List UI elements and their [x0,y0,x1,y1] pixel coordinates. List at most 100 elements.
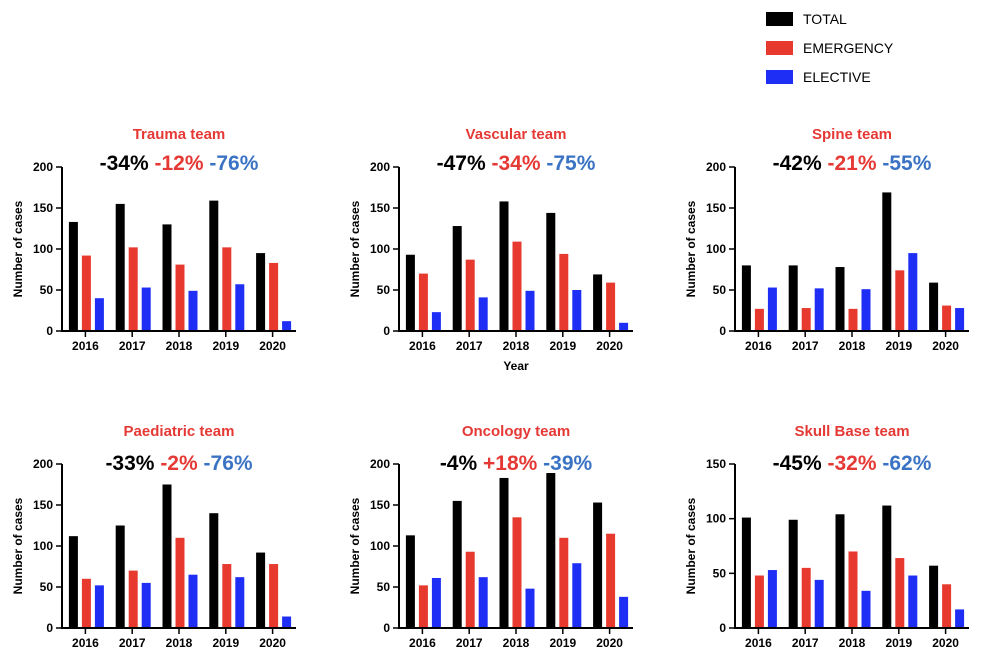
change-elective: -39% [543,452,592,475]
panel-skull-base-team: Skull Base team -45% -32% -62% 0 50 100 150 Nu… [684,423,969,650]
y-tick-label: 200 [370,457,390,471]
panel-title: Paediatric team [124,423,235,440]
panel-title: Skull Base team [794,423,909,440]
x-tick-label: 2017 [119,339,146,353]
bar-total-2016 [741,517,751,628]
bar-elective-2016 [431,577,441,628]
bar-total-2020 [593,502,603,628]
bar-elective-2018 [861,289,871,331]
panel-title: Spine team [812,126,892,143]
bar-emergency-2016 [418,273,428,331]
bar-emergency-2016 [754,308,764,331]
panel-title: Oncology team [462,423,570,440]
bar-elective-2020 [282,321,292,331]
change-total: -34% [100,152,149,175]
bar-elective-2017 [814,288,824,331]
change-summary: -33% -2% -76% [105,452,252,475]
x-tick-label: 2020 [596,339,623,353]
x-tick-label: 2016 [409,636,436,650]
bar-emergency-2018 [512,241,522,331]
change-summary: -42% -21% -55% [773,152,932,175]
y-tick-label: 150 [370,498,390,512]
bar-total-2017 [115,525,125,628]
bar-elective-2016 [431,312,441,331]
x-tick-label: 2019 [549,339,576,353]
bar-emergency-2019 [559,253,569,331]
bar-emergency-2020 [269,262,279,331]
x-tick-label: 2016 [745,339,772,353]
panel-spine-team: Spine team -42% -21% -55% 0 50 100 150 200 Numb… [684,126,969,353]
y-axis-label: Number of cases [348,497,362,594]
bar-emergency-2016 [418,585,428,628]
bar-emergency-2017 [465,551,475,628]
bar-total-2016 [68,221,78,331]
panel-title: Trauma team [133,126,226,143]
change-summary: -34% -12% -76% [100,152,259,175]
x-tick-label: 2018 [503,339,530,353]
bar-emergency-2016 [81,578,91,628]
y-tick-label: 50 [377,283,391,297]
x-tick-label: 2019 [885,339,912,353]
bar-total-2018 [499,201,509,331]
bar-total-2020 [256,253,266,331]
legend-label-emergency: EMERGENCY [803,40,894,56]
change-elective: -62% [882,452,931,475]
y-axis-label: Number of cases [684,200,698,297]
y-tick-label: 50 [713,566,727,580]
bar-elective-2016 [767,570,777,628]
bar-emergency-2018 [175,264,185,331]
bar-elective-2017 [814,579,824,628]
bar-total-2018 [162,224,172,331]
bar-emergency-2017 [465,259,475,331]
bar-total-2019 [882,192,892,331]
bar-elective-2018 [188,290,198,331]
x-tick-label: 2016 [72,636,99,650]
bar-emergency-2017 [128,570,138,628]
bar-total-2018 [499,477,509,628]
bar-total-2018 [835,267,845,331]
change-emergency: +18% [483,452,538,475]
y-tick-label: 150 [370,201,390,215]
x-tick-label: 2017 [792,339,819,353]
panel-vascular-team: Vascular team -47% -34% -75% 0 50 100 150 200 N… [348,126,633,373]
bar-emergency-2020 [606,533,616,628]
x-tick-label: 2020 [259,636,286,650]
bar-emergency-2019 [895,270,905,331]
change-elective: -55% [882,152,931,175]
bar-elective-2017 [141,287,151,331]
y-tick-label: 0 [383,324,390,338]
bar-emergency-2019 [559,537,569,628]
x-tick-label: 2017 [456,339,483,353]
bar-elective-2017 [478,297,488,331]
legend-label-total: TOTAL [803,11,847,27]
bar-elective-2016 [94,298,104,331]
bar-elective-2019 [235,284,245,331]
bar-total-2016 [68,536,78,628]
bar-total-2018 [835,514,845,628]
bar-emergency-2018 [512,517,522,628]
bar-total-2020 [256,552,266,628]
bar-elective-2018 [525,588,535,628]
y-tick-label: 100 [370,242,390,256]
legend-swatch-emergency [766,41,793,55]
bar-elective-2019 [908,253,918,331]
bar-total-2020 [929,282,939,331]
bar-emergency-2016 [81,255,91,331]
change-elective: -76% [204,452,253,475]
x-tick-label: 2016 [409,339,436,353]
x-tick-label: 2019 [549,636,576,650]
x-tick-label: 2017 [456,636,483,650]
panel-trauma-team: Trauma team -34% -12% -76% 0 50 100 150 200 Num… [11,126,296,353]
bar-elective-2020 [619,322,629,331]
x-tick-label: 2017 [792,636,819,650]
bar-emergency-2017 [801,308,811,331]
bar-total-2016 [741,265,751,331]
bar-elective-2020 [955,609,965,628]
bar-emergency-2017 [128,247,138,331]
x-tick-label: 2020 [259,339,286,353]
x-tick-label: 2018 [839,636,866,650]
bar-total-2019 [546,212,556,331]
change-total: -47% [437,152,486,175]
bar-elective-2019 [908,575,918,628]
